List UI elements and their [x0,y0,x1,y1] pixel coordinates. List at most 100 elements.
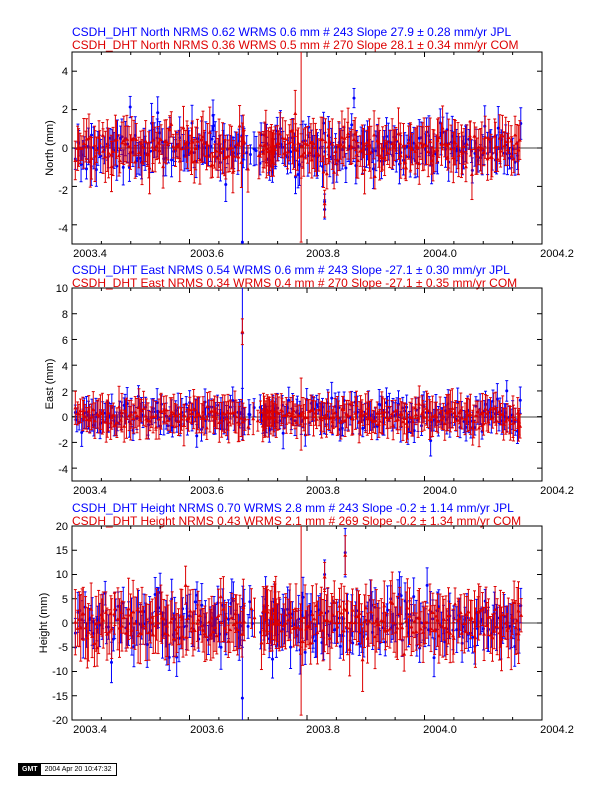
com-data-point [457,410,462,415]
jpl-data-point [296,172,300,176]
com-data-point [220,146,225,150]
east-x-ticks: 2003.4 2003.6 2003.8 2004.0 2004.2 [73,485,574,497]
jpl-data-point [505,389,509,393]
com-data-point [278,131,283,136]
com-data-point [288,413,293,418]
com-data-point [131,135,136,140]
com-data-point [106,410,111,415]
com-data-point [212,153,217,158]
east-x-tick: 2003.4 [73,485,107,497]
north-x-tick: 2003.8 [306,248,340,260]
com-data-point [331,415,336,420]
jpl-data-point [245,151,249,155]
com-data-point [372,174,377,179]
com-data-point [456,152,461,157]
com-data-point [361,140,366,145]
height-header-com: CSDH_DHT Height NRMS 0.43 WRMS 2.1 mm # … [72,514,521,528]
com-data-point [258,409,263,414]
com-data-point [373,418,378,422]
com-data-point [489,155,494,160]
east-y-tick: 10 [56,283,68,295]
com-data-point [415,145,420,149]
com-data-point [127,413,132,418]
north-x-ticks: 2003.4 2003.6 2003.8 2004.0 2004.2 [73,248,574,260]
com-data-point [426,149,431,154]
com-data-point [367,415,372,419]
com-data-point [382,409,387,414]
com-data-point [358,148,363,153]
com-data-point [101,148,106,153]
com-data-point [413,412,418,417]
jpl-data-point [340,426,344,430]
jpl-data-point [357,642,361,646]
com-data-point [483,406,488,411]
com-data-point [375,411,380,415]
com-data-point [362,167,367,172]
jpl-data-point [496,126,500,130]
com-data-point [319,417,324,422]
east-x-tick: 2004.0 [423,485,457,497]
com-data-point [413,405,418,410]
com-data-point [147,165,152,170]
height-header-jpl: CSDH_DHT Height NRMS 0.70 WRMS 2.8 mm # … [72,501,514,515]
com-data-point [405,423,410,428]
com-data-point [222,411,227,416]
jpl-data-point [240,240,244,244]
com-data-point [396,131,401,136]
north-y-tick: 4 [62,66,68,78]
com-data-point [505,415,510,420]
jpl-data-point [195,434,199,438]
com-data-point [135,413,140,418]
east-y-tick: 0 [62,412,68,424]
com-data-point [439,417,444,422]
com-data-point [430,414,435,418]
com-data-point [236,154,241,159]
com-data-point [346,131,351,136]
com-data-point [195,138,200,143]
panel-north: CSDH_DHT North NRMS 0.62 WRMS 0.6 mm # 2… [44,25,574,260]
com-data-point [134,137,139,142]
com-data-point [159,137,164,142]
com-data-point [183,141,188,146]
com-data-point [301,150,306,155]
com-data-point [462,144,467,149]
com-data-point [383,140,388,145]
jpl-data-point [518,398,522,402]
com-data-point [408,145,413,149]
com-data-point [91,407,96,412]
north-x-tick: 2003.4 [73,248,107,260]
com-data-point [293,111,298,116]
com-data-point [153,147,158,152]
com-data-point [114,137,119,142]
com-data-point [159,409,164,413]
com-data-point [380,146,385,151]
com-data-point [332,410,337,415]
com-data-point [449,146,454,151]
com-data-point [284,412,289,416]
com-data-point [202,416,207,420]
com-data-point [173,146,178,151]
com-data-point [226,153,231,158]
com-data-point [167,127,172,132]
com-data-point [165,418,170,422]
com-data-point [76,411,81,416]
com-data-point [406,140,411,145]
jpl-data-point [371,167,375,171]
north-y-axis-label: North (mm) [44,120,56,176]
jpl-data-point [286,607,290,611]
com-data-point [94,147,99,152]
com-data-point [455,417,460,422]
com-data-point [342,135,347,140]
com-data-point [425,408,430,412]
com-data-point [73,405,78,410]
com-data-point [463,164,468,169]
com-data-point [355,158,360,162]
com-data-point [422,141,427,146]
com-data-point [181,125,186,130]
com-data-point [349,144,354,149]
com-data-point [89,414,94,419]
com-data-point [123,141,128,146]
com-data-point [424,143,429,148]
com-data-point [468,136,473,141]
com-data-point [514,140,519,145]
